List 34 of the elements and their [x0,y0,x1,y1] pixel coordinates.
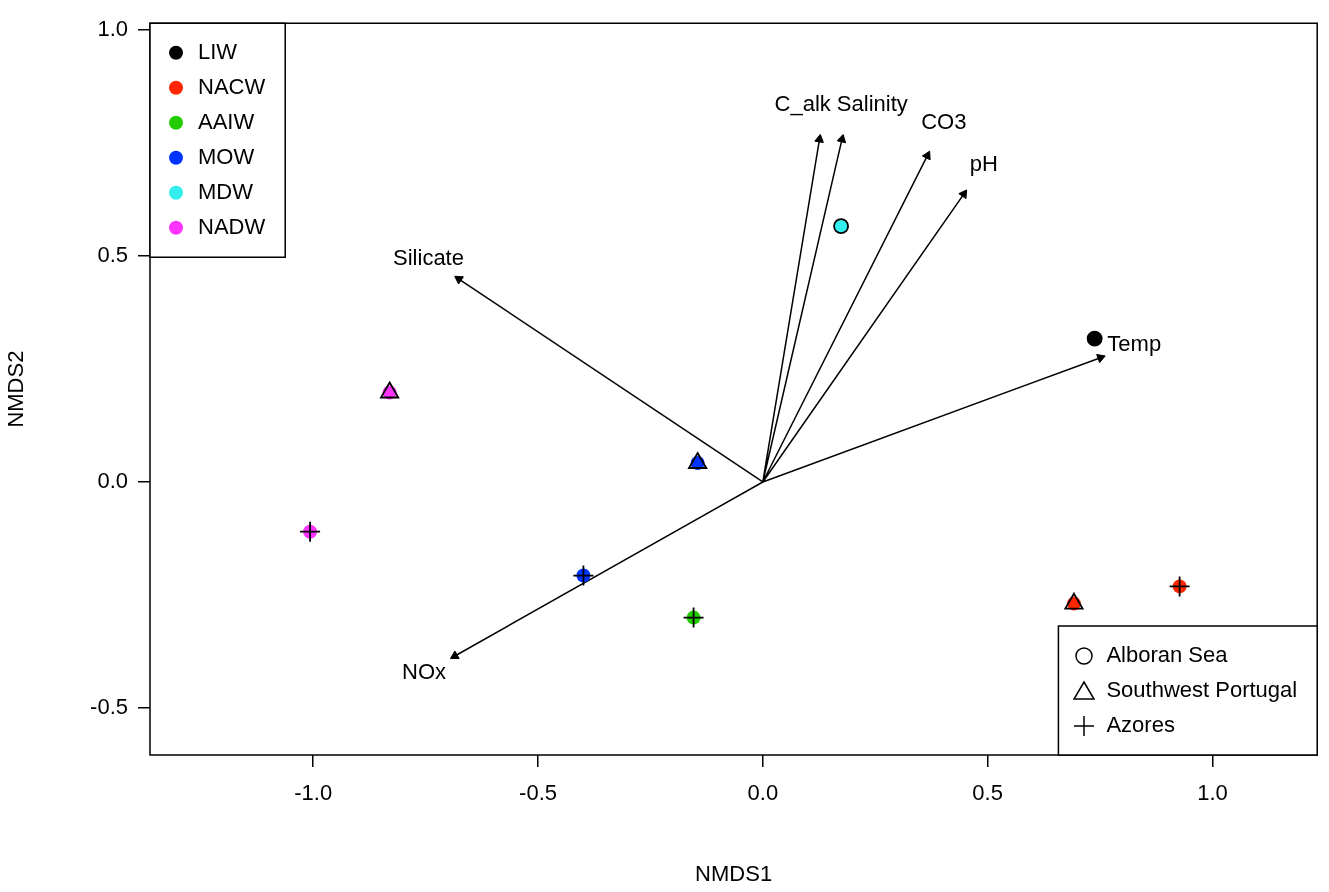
annotation: Southwest Portugal [1106,676,1298,702]
legend-label: LIW [198,38,238,64]
legend-label: AAIW [198,108,255,134]
x-tick-label: 1.0 [1197,780,1228,806]
annotation: Azores [1106,711,1175,737]
annotation: NOx [402,659,447,685]
point [836,133,847,144]
y-tick-label: -0.5 [90,694,128,720]
annotation: C_alk [774,91,832,117]
y-tick-label: 1.0 [97,16,128,42]
point [958,189,968,200]
point [449,650,460,660]
annotation: pH [969,151,998,177]
x-tick-label: 0.0 [747,780,779,806]
point [921,150,931,161]
annotation: Alboran Sea [1106,641,1229,667]
y-tick-label: 0.0 [97,468,128,494]
point [814,133,824,144]
x-tick-label: -1.0 [294,780,333,806]
legend-label: MDW [198,178,254,204]
annotation: CO3 [921,109,967,135]
point [1096,353,1106,364]
point [454,275,464,285]
x-tick-label: -0.5 [519,780,557,806]
annotation: Silicate [393,244,464,270]
legend-label: NACW [198,73,266,99]
y-tick-label: 0.5 [97,242,128,268]
x-axis-title: NMDS1 [695,860,773,886]
y-axis-title: NMDS2 [3,350,29,428]
legend-label: MOW [198,143,255,169]
legend-label: NADW [198,213,266,239]
annotation: Temp [1107,331,1162,357]
x-tick-label: 0.5 [972,780,1003,806]
annotation: Salinity [836,91,908,117]
